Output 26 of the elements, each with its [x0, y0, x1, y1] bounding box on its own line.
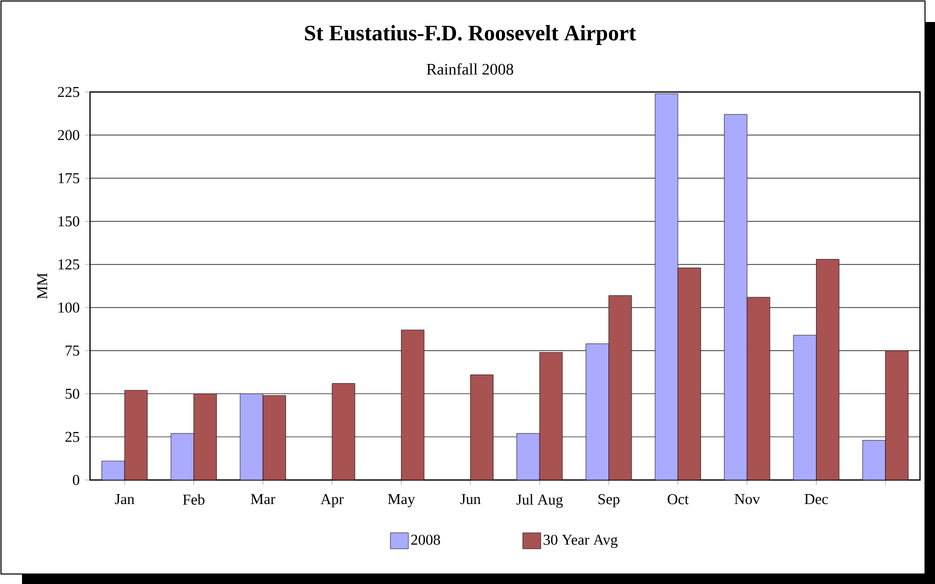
y-tick-label: 225: [58, 86, 80, 98]
y-tick-label: 50: [66, 388, 80, 399]
y-tick-label: 75: [66, 346, 80, 356]
x-tick-label: Sep: [598, 494, 620, 508]
y-tick-label: 25: [65, 432, 80, 442]
y-tick-label: 125: [58, 259, 80, 270]
chart-title: St Eustatius-F.D. Roosevelt Airport: [305, 25, 636, 45]
x-tick-label: Feb: [182, 494, 204, 505]
x-tick-label: Mar: [250, 494, 276, 504]
y-tick-label: 175: [58, 173, 80, 184]
y-axis-title: MM: [37, 273, 48, 299]
x-tick-label: Dec: [804, 494, 828, 504]
legend-label: 2008: [411, 534, 440, 545]
chart-subtitle: Rainfall 2008: [426, 63, 514, 75]
x-tick-label: Nov: [734, 494, 760, 504]
x-tick-label: Jun: [460, 494, 481, 504]
x-tick-label: May: [388, 494, 415, 508]
x-tick-label: Jan: [114, 494, 134, 504]
x-tick-label: Jul Aug: [516, 494, 563, 508]
x-tick-label: Apr: [320, 494, 344, 508]
y-tick-label: 0: [72, 474, 80, 486]
y-tick-label: 100: [58, 302, 80, 313]
x-tick-label: Oct: [668, 494, 689, 504]
y-tick-label: 150: [58, 216, 80, 226]
legend-label: 30 Year Avg: [544, 534, 618, 548]
y-tick-label: 200: [58, 130, 80, 140]
